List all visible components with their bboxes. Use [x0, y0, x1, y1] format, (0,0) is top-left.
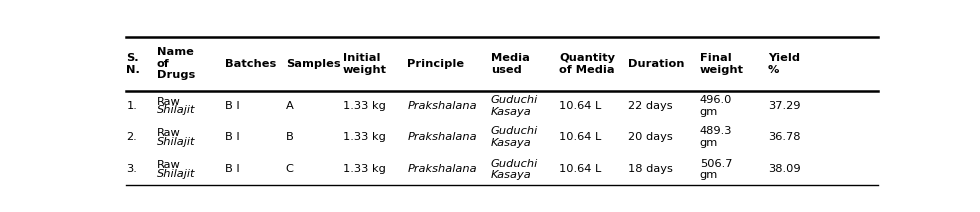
Text: B I: B I [225, 132, 240, 142]
Text: Guduchi
Kasaya: Guduchi Kasaya [491, 127, 538, 148]
Text: Quantity
of Media: Quantity of Media [560, 53, 615, 75]
Text: 3.: 3. [126, 165, 137, 174]
Text: Raw: Raw [157, 97, 180, 107]
Text: 489.3
gm: 489.3 gm [700, 127, 732, 148]
Text: Raw: Raw [157, 160, 180, 170]
Text: 10.64 L: 10.64 L [560, 165, 602, 174]
Text: 1.33 kg: 1.33 kg [343, 101, 386, 111]
Text: 496.0
gm: 496.0 gm [700, 95, 732, 117]
Text: Media
used: Media used [491, 53, 530, 75]
Text: Guduchi
Kasaya: Guduchi Kasaya [491, 159, 538, 180]
Text: 22 days: 22 days [627, 101, 672, 111]
Text: A: A [286, 101, 294, 111]
Text: B I: B I [225, 101, 240, 111]
Text: 38.09: 38.09 [768, 165, 801, 174]
Text: B: B [286, 132, 294, 142]
Text: 506.7
gm: 506.7 gm [700, 159, 732, 180]
Text: Prakshalana: Prakshalana [408, 101, 477, 111]
Text: Initial
weight: Initial weight [343, 53, 387, 75]
Text: 36.78: 36.78 [768, 132, 801, 142]
Text: Shilajit: Shilajit [157, 137, 195, 147]
Text: 1.33 kg: 1.33 kg [343, 132, 386, 142]
Text: Principle: Principle [408, 59, 465, 69]
Text: 10.64 L: 10.64 L [560, 101, 602, 111]
Text: 10.64 L: 10.64 L [560, 132, 602, 142]
Text: Batches: Batches [225, 59, 276, 69]
Text: C: C [286, 165, 294, 174]
Text: Duration: Duration [627, 59, 684, 69]
Text: S.
N.: S. N. [126, 53, 140, 75]
Text: Yield
%: Yield % [768, 53, 800, 75]
Text: Raw: Raw [157, 128, 180, 138]
Text: B I: B I [225, 165, 240, 174]
Text: 1.: 1. [126, 101, 137, 111]
Text: Final
weight: Final weight [700, 53, 744, 75]
Text: Name
of
Drugs: Name of Drugs [157, 47, 195, 80]
Text: 20 days: 20 days [627, 132, 672, 142]
Text: Shilajit: Shilajit [157, 169, 195, 179]
Text: 1.33 kg: 1.33 kg [343, 165, 386, 174]
Text: Samples: Samples [286, 59, 340, 69]
Text: Prakshalana: Prakshalana [408, 165, 477, 174]
Text: Shilajit: Shilajit [157, 105, 195, 115]
Text: 2.: 2. [126, 132, 137, 142]
Text: Guduchi
Kasaya: Guduchi Kasaya [491, 95, 538, 117]
Text: 18 days: 18 days [627, 165, 672, 174]
Text: 37.29: 37.29 [768, 101, 801, 111]
Text: Prakshalana: Prakshalana [408, 132, 477, 142]
